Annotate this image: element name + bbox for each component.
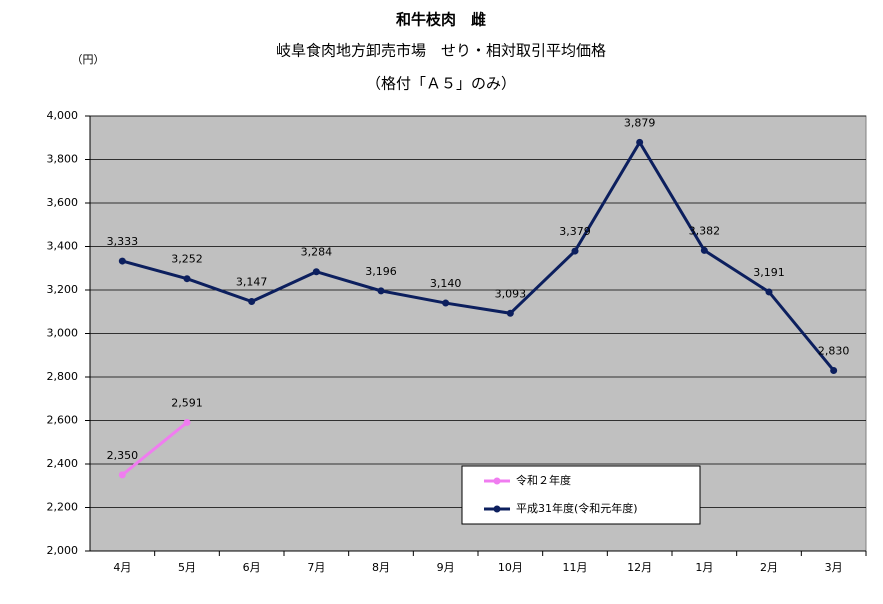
y-tick-label: 2,200 [47, 501, 79, 514]
marker [377, 287, 385, 295]
marker [183, 275, 191, 283]
data-label: 3,147 [236, 276, 268, 289]
data-label: 3,191 [753, 266, 785, 279]
marker [118, 471, 126, 479]
legend-label: 平成31年度(令和元年度) [516, 501, 638, 515]
chart-title: 和牛枝肉 雌 [396, 11, 486, 29]
data-label: 3,140 [430, 277, 462, 290]
y-tick-label: 2,800 [47, 370, 79, 383]
legend-box [461, 465, 701, 525]
marker [571, 247, 579, 255]
y-tick-label: 3,800 [47, 153, 79, 166]
data-label: 2,591 [171, 396, 203, 409]
marker [765, 288, 773, 296]
y-tick-label: 3,000 [47, 327, 79, 340]
marker [830, 366, 838, 374]
data-label: 2,350 [107, 449, 139, 462]
x-tick-label: 3月 [825, 561, 843, 574]
chart-subtitle: 岐阜食肉地方卸売市場 せり・相対取引平均価格 [276, 42, 606, 60]
x-tick-label: 1月 [695, 561, 713, 574]
marker [700, 246, 708, 254]
series-line [121, 139, 835, 372]
x-tick-label: 2月 [760, 561, 778, 574]
x-tick-label: 4月 [113, 561, 131, 574]
data-label: 3,879 [624, 116, 656, 129]
marker [248, 298, 256, 306]
data-label: 3,196 [365, 265, 397, 278]
marker [118, 257, 126, 265]
series-line [121, 421, 188, 477]
y-tick-label: 3,600 [47, 196, 79, 209]
y-tick-label: 4,000 [47, 109, 79, 122]
marker [442, 299, 450, 307]
legend-marker [493, 505, 501, 513]
x-tick-label: 5月 [178, 561, 196, 574]
data-label: 3,252 [171, 253, 203, 266]
x-tick-label: 12月 [627, 561, 652, 574]
data-label: 2,830 [818, 344, 850, 357]
y-tick-label: 2,000 [47, 544, 79, 557]
chart-subtitle: （格付「Ａ５」のみ） [366, 75, 516, 93]
marker [312, 268, 320, 276]
x-tick-label: 6月 [243, 561, 261, 574]
data-label: 3,093 [495, 287, 527, 300]
x-tick-label: 10月 [498, 561, 523, 574]
y-axis-label: （円） [72, 53, 105, 66]
x-tick-label: 8月 [372, 561, 390, 574]
marker [183, 418, 191, 426]
legend-marker [493, 477, 501, 485]
y-tick-label: 2,600 [47, 414, 79, 427]
data-label: 3,382 [689, 224, 721, 237]
data-label: 3,284 [301, 246, 333, 259]
marker [506, 309, 514, 317]
data-label: 3,379 [559, 225, 591, 238]
y-tick-label: 3,400 [47, 240, 79, 253]
x-tick-label: 7月 [307, 561, 325, 574]
legend-label: 令和２年度 [516, 473, 571, 487]
x-tick-label: 11月 [563, 561, 588, 574]
y-tick-label: 3,200 [47, 283, 79, 296]
data-label: 3,333 [107, 235, 139, 248]
x-tick-label: 9月 [437, 561, 455, 574]
marker [636, 138, 644, 146]
y-tick-label: 2,400 [47, 457, 79, 470]
